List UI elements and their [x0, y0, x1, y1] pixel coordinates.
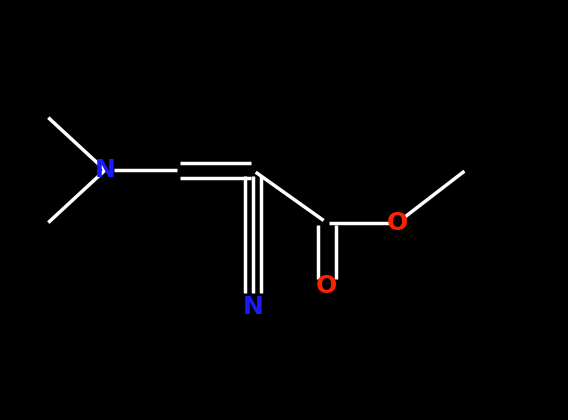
Text: O: O — [316, 273, 337, 298]
Text: O: O — [387, 210, 408, 235]
Text: N: N — [243, 294, 263, 319]
Text: N: N — [95, 158, 115, 182]
